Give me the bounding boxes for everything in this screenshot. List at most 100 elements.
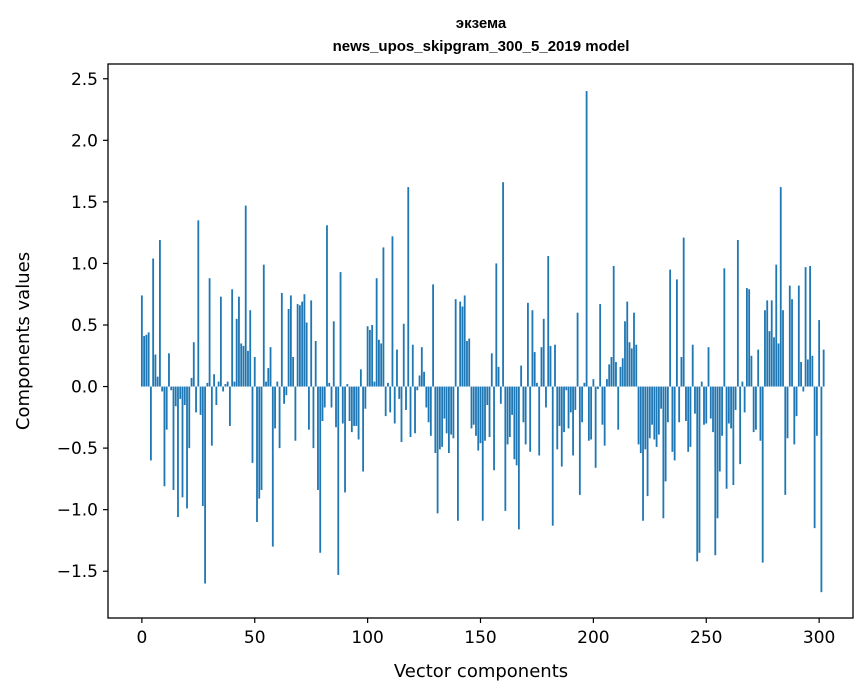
bar-27	[201, 386, 204, 506]
bar-296	[809, 265, 812, 387]
bar-205	[603, 386, 606, 446]
bar-181	[549, 345, 552, 387]
bar-236	[673, 386, 676, 461]
bar-40	[231, 289, 234, 387]
bar-75	[310, 300, 313, 387]
bar-63	[283, 386, 285, 404]
bar-214	[624, 321, 626, 387]
bar-222	[642, 386, 644, 521]
bar-182	[551, 386, 554, 526]
bar-118	[407, 187, 410, 387]
bar-261	[730, 386, 732, 429]
bar-117	[405, 386, 407, 410]
bar-151	[481, 386, 484, 521]
bar-49	[251, 386, 254, 463]
bar-155	[490, 353, 493, 387]
bar-79	[319, 386, 322, 553]
bar-217	[630, 348, 633, 387]
bar-53	[260, 386, 263, 490]
bar-240	[682, 237, 685, 387]
bar-192	[574, 386, 577, 410]
bar-231	[662, 386, 665, 519]
bar-20	[186, 386, 188, 509]
bar-171	[527, 302, 529, 387]
bar-80	[321, 386, 324, 422]
x-tick-label: 200	[577, 628, 609, 648]
bar-22	[190, 377, 193, 387]
bar-153	[486, 386, 489, 406]
bar-220	[637, 386, 640, 445]
bar-45	[242, 345, 245, 387]
bar-272	[755, 386, 757, 430]
bar-130	[434, 386, 437, 454]
bar-137	[450, 386, 453, 435]
bar-38	[226, 381, 229, 387]
bar-37	[224, 384, 227, 387]
bar-271	[752, 386, 755, 433]
bar-290	[795, 386, 798, 417]
bar-282	[777, 343, 780, 387]
bar-50	[253, 357, 256, 387]
bar-91	[346, 384, 349, 387]
bar-216	[628, 342, 631, 387]
bar-287	[788, 285, 791, 387]
bar-263	[734, 386, 737, 410]
x-tick-label: 300	[803, 628, 835, 648]
bar-233	[666, 386, 669, 423]
bar-13	[170, 386, 173, 391]
bar-56	[267, 368, 270, 387]
bar-33	[215, 386, 218, 406]
bar-174	[533, 352, 536, 387]
bar-74	[308, 386, 310, 430]
x-tick-label: 50	[244, 628, 266, 648]
bar-200	[592, 379, 595, 387]
bar-57	[269, 347, 272, 387]
bar-195	[581, 386, 583, 423]
bar-132	[438, 386, 441, 450]
bar-170	[524, 386, 527, 445]
bar-112	[393, 386, 396, 424]
bar-120	[411, 344, 414, 387]
bar-291	[797, 285, 800, 387]
bar-11	[165, 386, 168, 430]
bar-264	[736, 240, 739, 387]
bar-281	[775, 264, 778, 387]
bar-64	[285, 386, 288, 396]
bar-202	[596, 386, 599, 390]
bar-180	[547, 256, 550, 387]
bar-98	[362, 386, 365, 472]
x-tick-label: 250	[690, 628, 722, 648]
bar-126	[425, 386, 428, 408]
bar-284	[782, 310, 784, 387]
bar-114	[398, 386, 401, 399]
bar-183	[554, 344, 556, 387]
bar-144	[466, 341, 468, 387]
bar-97	[359, 369, 362, 387]
bar-76	[312, 386, 315, 449]
bar-4	[149, 386, 152, 461]
bar-32	[213, 374, 216, 387]
bar-258	[723, 268, 726, 387]
bar-168	[520, 365, 523, 387]
bar-277	[766, 300, 769, 387]
bar-3	[147, 332, 150, 387]
bar-265	[739, 386, 742, 465]
bar-209	[612, 265, 615, 387]
bar-292	[800, 361, 802, 387]
bar-94	[353, 386, 355, 426]
bar-165	[513, 386, 516, 460]
bar-297	[811, 355, 814, 387]
bar-133	[441, 386, 444, 447]
bar-286	[786, 386, 789, 439]
bar-215	[626, 301, 629, 387]
bar-14	[172, 386, 175, 490]
bar-260	[727, 386, 730, 424]
bar-24	[195, 386, 197, 413]
bar-150	[479, 386, 482, 444]
bar-274	[759, 386, 762, 441]
bar-204	[601, 386, 604, 425]
bar-238	[678, 386, 681, 423]
bar-175	[536, 382, 538, 387]
bar-283	[779, 187, 782, 387]
bar-107	[382, 247, 385, 387]
